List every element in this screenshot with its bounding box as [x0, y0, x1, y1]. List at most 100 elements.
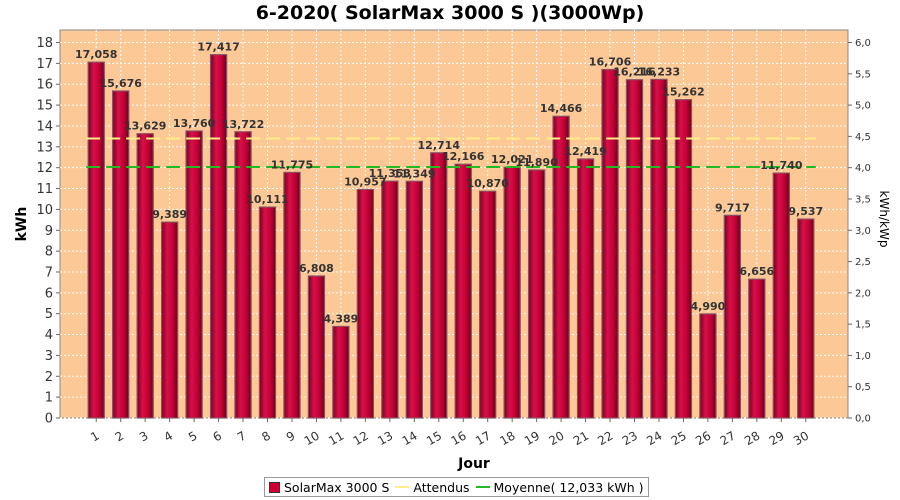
data-label: 15,262 [662, 86, 704, 99]
data-label: 11,740 [760, 159, 803, 172]
legend: SolarMax 3000 S Attendus Moyenne( 12,033… [264, 477, 649, 497]
x-tick-label: 4 [162, 428, 176, 444]
y-tick-label: 5 [45, 307, 53, 322]
data-label: 16,706 [589, 56, 632, 69]
y-tick-label: 11 [36, 182, 53, 197]
y-tick-label: 12 [36, 161, 53, 176]
y-tick-label: 9 [45, 224, 53, 239]
legend-swatch-average [475, 486, 490, 488]
bar [112, 90, 130, 419]
legend-item-production: SolarMax 3000 S [269, 480, 389, 495]
bar [479, 190, 497, 419]
bar [797, 218, 815, 419]
data-label: 12,419 [564, 145, 606, 158]
bar [160, 221, 179, 419]
data-label: 12,021 [491, 153, 533, 166]
x-tick-label: 20 [546, 428, 566, 448]
data-label: 6,808 [299, 262, 334, 275]
data-label: 13,629 [124, 120, 166, 133]
y-tick-label: 0 [45, 412, 53, 427]
bar [332, 325, 350, 419]
x-tick-label: 11 [326, 428, 346, 448]
data-label: 9,537 [788, 205, 823, 218]
data-label: 9,389 [152, 208, 187, 221]
y-tick-label: 2 [45, 370, 53, 385]
bar [430, 152, 448, 419]
y-right-tick-label: 4,0 [855, 163, 871, 174]
y-right-tick-label: 1,5 [855, 320, 871, 331]
x-tick-label: 24 [644, 428, 664, 448]
data-label: 17,058 [75, 48, 117, 61]
y-tick-label: 15 [36, 99, 53, 114]
y-tick-label: 14 [36, 119, 53, 134]
data-label: 17,417 [197, 41, 239, 54]
bar [307, 275, 326, 419]
legend-swatch-expected [395, 486, 410, 488]
x-tick-label: 27 [718, 428, 738, 448]
data-label: 11,890 [515, 156, 558, 169]
bar [576, 158, 595, 419]
x-tick-label: 12 [351, 428, 371, 448]
data-label: 13,722 [222, 118, 264, 131]
data-label: 11,775 [271, 158, 313, 171]
y-tick-label: 18 [36, 36, 53, 51]
x-tick-label: 17 [473, 428, 493, 448]
x-tick-label: 5 [186, 428, 200, 444]
x-tick-label: 1 [88, 428, 102, 444]
x-tick-label: 29 [767, 428, 787, 448]
x-tick-label: 22 [595, 428, 615, 448]
y-right-tick-label: 3,0 [855, 226, 871, 237]
data-label: 4,990 [691, 300, 726, 313]
y-right-tick-label: 1,0 [855, 351, 871, 362]
bar [209, 54, 228, 419]
y-tick-label: 17 [36, 57, 53, 72]
x-tick-label: 14 [400, 428, 420, 448]
y-right-tick-label: 0,0 [855, 414, 871, 425]
bar [381, 180, 399, 419]
reference-lines [86, 137, 816, 168]
y-tick-label: 8 [45, 245, 53, 260]
bars [87, 54, 815, 419]
data-label: 12,166 [442, 150, 485, 163]
y-tick-label: 1 [45, 391, 53, 406]
x-tick-label: 25 [669, 428, 689, 448]
bar [185, 130, 203, 419]
x-tick-label: 15 [424, 428, 444, 448]
x-tick-label: 16 [448, 428, 468, 448]
x-tick-label: 18 [497, 428, 517, 448]
data-label: 10,111 [246, 193, 288, 206]
chart-title: 6-2020( SolarMax 3000 S )(3000Wp) [255, 2, 645, 24]
x-tick-label: 19 [522, 428, 542, 448]
y-right-tick-label: 2,0 [855, 288, 871, 299]
data-label: 12,714 [418, 139, 461, 152]
bar [650, 78, 668, 419]
bar [723, 214, 742, 419]
data-label: 16,216 [613, 66, 656, 79]
y-tick-label: 4 [45, 328, 53, 343]
bar [87, 61, 105, 419]
legend-swatch-production [269, 481, 280, 493]
data-label: 11,353 [369, 167, 411, 180]
x-tick-label: 2 [113, 428, 127, 444]
x-tick-label: 13 [375, 428, 395, 448]
gridlines [60, 30, 848, 419]
data-label: 13,760 [173, 117, 216, 130]
x-tick-label: 6 [210, 428, 224, 444]
data-label: 4,389 [324, 312, 359, 325]
bar [258, 206, 277, 419]
y-right-tick-label: 4,5 [855, 132, 871, 143]
y-axis-label: kWh [14, 207, 30, 242]
bar [356, 188, 375, 419]
y-tick-label: 10 [36, 203, 53, 218]
data-label: 16,233 [638, 65, 680, 78]
x-tick-label: 7 [235, 428, 249, 444]
y-tick-label: 6 [45, 286, 53, 301]
bar [405, 180, 423, 419]
bar [699, 313, 717, 419]
data-label: 9,717 [715, 201, 750, 214]
data-label: 10,870 [466, 177, 509, 190]
data-label: 11,349 [393, 167, 435, 180]
x-tick-label: 26 [693, 428, 713, 448]
x-tick-label: 8 [259, 428, 273, 444]
bar [772, 172, 790, 419]
